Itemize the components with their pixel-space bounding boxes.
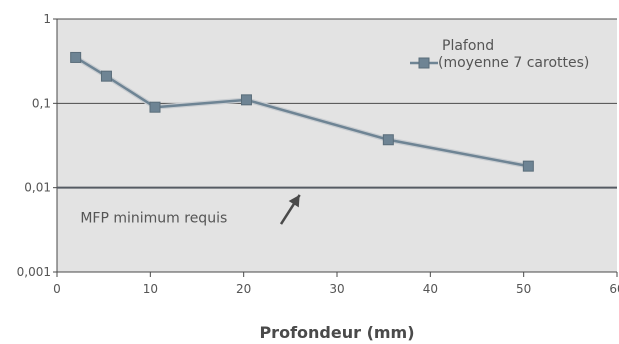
x-tick-label: 50 <box>516 282 531 296</box>
plot-area <box>57 19 617 272</box>
x-tick-label: 60 <box>609 282 619 296</box>
data-point <box>522 160 534 172</box>
data-point <box>382 134 394 146</box>
x-tick-label: 30 <box>329 282 344 296</box>
series <box>70 51 534 172</box>
legend: Plafond (moyenne 7 carottes) <box>410 38 589 71</box>
y-tick-label: 1 <box>43 12 51 26</box>
y-tick-label: 0,1 <box>32 96 51 110</box>
x-tick-label: 40 <box>423 282 438 296</box>
x-tick-label: 10 <box>143 282 158 296</box>
annotation-arrowhead <box>288 194 300 208</box>
y-tick-label: 0,01 <box>24 181 51 195</box>
data-point <box>100 70 112 82</box>
x-tick-label: 20 <box>236 282 251 296</box>
legend-label: Plafond (moyenne 7 carottes) <box>438 38 589 71</box>
annotation-label: MFP minimum requis <box>80 211 227 227</box>
legend-marker <box>418 57 430 69</box>
annotations: MFP minimum requis <box>80 194 301 227</box>
x-axis-ticks: 0 10 20 30 40 50 60 <box>53 272 619 296</box>
x-tick-label: 0 <box>53 282 61 296</box>
legend-label-line: Plafond <box>442 38 494 54</box>
x-axis-label: Profondeur (mm) <box>259 323 414 342</box>
data-point <box>70 51 82 63</box>
data-point <box>240 94 252 106</box>
y-tick-label: 0,001 <box>17 265 51 279</box>
y-axis-ticks: 0,001 0,01 0,1 1 <box>17 12 57 279</box>
data-point <box>149 101 161 113</box>
legend-label-line: (moyenne 7 carottes) <box>438 55 589 71</box>
